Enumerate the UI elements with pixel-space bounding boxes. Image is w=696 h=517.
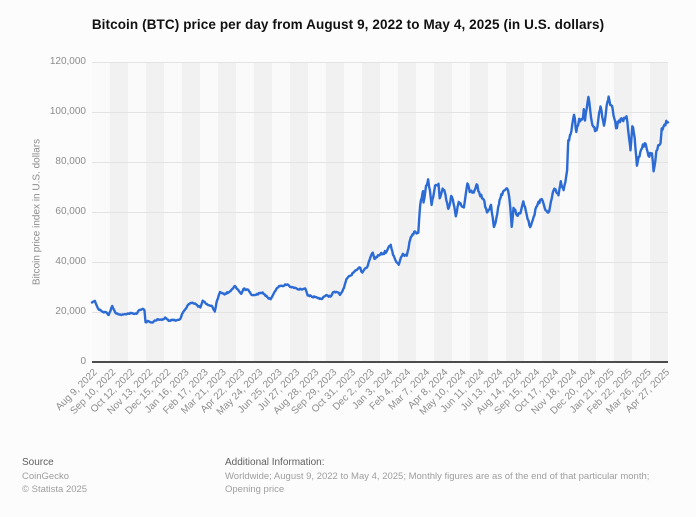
- gridline: [92, 312, 668, 313]
- y-tick-label: 40,000: [55, 256, 86, 267]
- gridline: [92, 112, 668, 113]
- gridline: [92, 262, 668, 263]
- additional-info-text: Worldwide; August 9, 2022 to May 4, 2025…: [225, 471, 650, 495]
- price-line: [90, 95, 670, 324]
- y-tick-label: 60,000: [55, 206, 86, 217]
- y-tick-label: 120,000: [49, 56, 86, 67]
- gridline: [92, 162, 668, 163]
- source-block: Source CoinGecko © Statista 2025: [22, 456, 87, 496]
- y-tick-label: 100,000: [49, 106, 86, 117]
- copyright: © Statista 2025: [22, 484, 88, 495]
- gridline: [92, 212, 668, 213]
- y-tick-label: 80,000: [55, 156, 86, 167]
- y-tick-label: 0: [80, 356, 86, 367]
- additional-info-block: Additional Information: Worldwide; Augus…: [225, 456, 675, 496]
- plot-area[interactable]: [90, 62, 670, 363]
- source-name: CoinGecko: [22, 471, 69, 482]
- y-tick-label: 20,000: [55, 306, 86, 317]
- x-axis-line: [92, 361, 668, 363]
- source-label: Source: [22, 457, 54, 468]
- gridline: [92, 62, 668, 63]
- chart-title: Bitcoin (BTC) price per day from August …: [91, 17, 605, 32]
- additional-info-label: Additional Information:: [225, 457, 325, 468]
